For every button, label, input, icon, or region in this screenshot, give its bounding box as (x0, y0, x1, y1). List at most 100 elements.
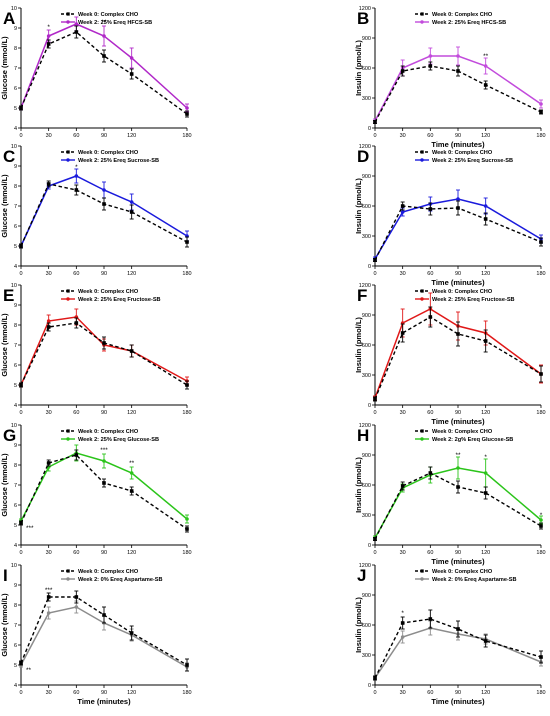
panel-H: H 0 300 600 900 1200 0 30 60 90 120 180 Insulin (pmo… (354, 423, 546, 566)
significance-marker: * (75, 164, 78, 171)
x-axis-label: Time (minutes) (431, 417, 485, 426)
legend-marker (66, 150, 70, 154)
legend-marker (420, 20, 424, 24)
significance-marker: ** (101, 19, 107, 26)
legend-label: Week 2: 25% Ereq Sucrose-SB (432, 158, 513, 164)
data-point (102, 54, 106, 58)
x-tick-label: 60 (73, 550, 79, 556)
x-tick-label: 30 (400, 690, 406, 696)
legend-label: Week 0: Complex CHO (78, 429, 139, 435)
series-line-week2 (20, 452, 188, 522)
y-tick-label: 4 (14, 683, 17, 689)
data-point (129, 349, 134, 353)
x-tick-label: 60 (73, 410, 79, 416)
data-point (129, 631, 134, 635)
x-tick-label: 30 (46, 271, 52, 277)
significance-marker: * (540, 512, 543, 519)
series-line-week2 (20, 316, 188, 386)
y-tick-label: 300 (362, 513, 371, 519)
data-point (428, 207, 433, 211)
x-tick-label: 30 (400, 133, 406, 139)
legend-label: Week 2: 25% Ereq Sucrose-SB (78, 158, 159, 164)
data-point (46, 182, 51, 186)
y-axis-label: Glucose (mmol/L) (0, 593, 9, 657)
data-point (428, 315, 433, 319)
x-tick-label: 0 (19, 550, 22, 556)
x-tick-label: 90 (455, 271, 461, 277)
x-tick-label: 90 (101, 271, 107, 277)
data-point (456, 627, 460, 631)
y-tick-label: 300 (362, 653, 371, 659)
legend-label: Week 2: 25% Ereq HFCS-SB (78, 20, 152, 26)
legend-marker (420, 569, 424, 573)
series-line-week0 (374, 65, 542, 123)
significance-marker: ** (26, 667, 32, 674)
data-point (129, 200, 134, 204)
y-tick-label: 9 (14, 26, 17, 32)
data-point (539, 524, 543, 528)
data-point (185, 527, 189, 531)
data-point (483, 83, 488, 87)
data-point (400, 210, 405, 214)
series-line-week0 (374, 472, 542, 540)
y-tick-label: 7 (14, 66, 17, 72)
legend-label: Week 0: Complex CHO (432, 429, 493, 435)
x-tick-label: 30 (46, 410, 52, 416)
x-axis-label: Time (minutes) (431, 557, 485, 566)
significance-marker: ** (129, 460, 135, 467)
x-tick-label: 0 (373, 133, 376, 139)
x-axis-label: Time (minutes) (431, 278, 485, 287)
y-tick-label: 300 (362, 373, 371, 379)
legend-marker (420, 289, 424, 293)
data-point (539, 372, 543, 376)
y-axis-label: Glucose (mmol/L) (0, 36, 9, 100)
x-tick-label: 120 (481, 133, 490, 139)
legend-label: Week 0: Complex CHO (432, 12, 493, 18)
data-point (102, 481, 106, 485)
y-tick-label: 7 (14, 343, 17, 349)
data-point (46, 325, 51, 329)
y-tick-label: 300 (362, 234, 371, 240)
y-tick-label: 6 (14, 643, 17, 649)
x-tick-label: 180 (536, 410, 545, 416)
significance-marker: *** (100, 447, 108, 454)
data-point (185, 106, 189, 110)
x-tick-label: 0 (373, 690, 376, 696)
x-tick-label: 90 (455, 133, 461, 139)
x-tick-label: 90 (101, 690, 107, 696)
data-point (456, 69, 460, 73)
x-tick-label: 60 (427, 133, 433, 139)
x-tick-label: 0 (373, 550, 376, 556)
y-tick-label: 8 (14, 323, 17, 329)
x-axis-label: Time (minutes) (431, 697, 485, 706)
data-point (129, 56, 134, 60)
y-tick-label: 6 (14, 363, 17, 369)
data-point (19, 106, 23, 110)
legend-marker (420, 429, 424, 433)
data-point (185, 663, 189, 667)
data-point (74, 321, 79, 325)
legend-marker (66, 437, 70, 441)
data-point (456, 332, 460, 336)
data-point (102, 188, 106, 192)
legend-marker (66, 577, 70, 581)
panel-F: F 0 300 600 900 1200 0 30 60 90 120 180 Insulin (pmo… (354, 283, 546, 426)
y-tick-label: 0 (368, 403, 371, 409)
data-point (46, 319, 51, 323)
x-tick-label: 90 (101, 550, 107, 556)
x-tick-label: 180 (182, 133, 191, 139)
x-tick-label: 90 (455, 550, 461, 556)
x-tick-label: 60 (427, 410, 433, 416)
data-point (456, 54, 460, 58)
data-point (400, 484, 405, 488)
panel-I: I 4 5 6 7 8 9 10 0 30 60 90 120 180 Glucose (mmol/L) Ti… (0, 563, 192, 706)
y-axis-label: Insulin (pmol/L) (354, 597, 363, 653)
legend-label: Week 0: Complex CHO (432, 289, 493, 295)
x-tick-label: 120 (127, 410, 136, 416)
series-line-week0 (20, 183, 188, 247)
panel-G: G 4 5 6 7 8 9 10 0 30 60 90 120 180 Glucose (mmol/L) **… (0, 423, 192, 556)
legend-label: Week 2: 25% Ereq Glucose-SB (78, 437, 159, 443)
